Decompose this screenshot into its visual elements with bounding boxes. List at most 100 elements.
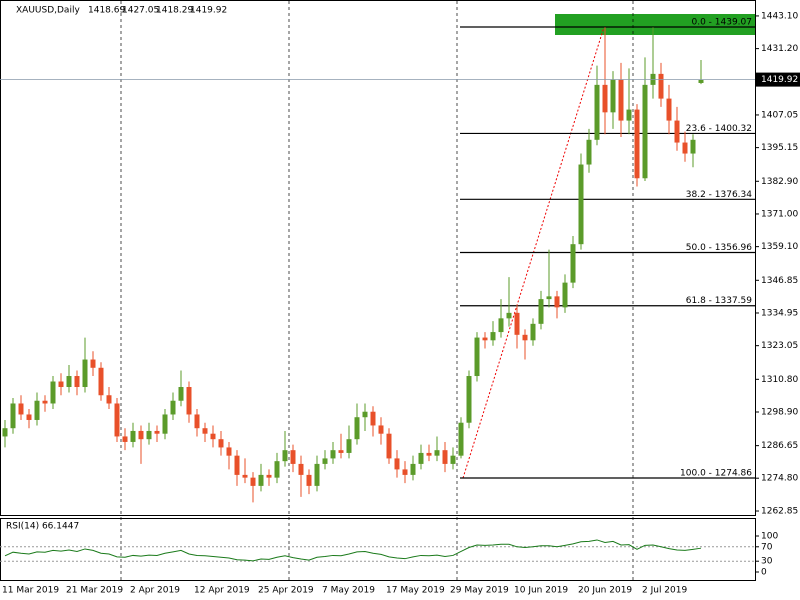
- candle-body: [618, 79, 624, 121]
- candle-body: [274, 461, 280, 478]
- last-low: 1418.29: [156, 6, 193, 16]
- candle-body: [58, 381, 64, 388]
- candle-body: [594, 84, 600, 140]
- candle-body: [138, 430, 144, 440]
- candle-body: [682, 142, 688, 154]
- candle-body: [234, 455, 240, 475]
- candle-body: [514, 312, 520, 335]
- candle-body: [634, 109, 640, 179]
- x-tick-label: 2 Jul 2019: [642, 586, 687, 596]
- rsi-panel: [0, 518, 756, 581]
- x-tick-label: 17 May 2019: [386, 586, 445, 596]
- y-tick-label: 1310.80: [761, 375, 798, 385]
- candle-body: [90, 359, 96, 368]
- candle-body: [26, 414, 32, 420]
- symbol-title: XAUUSD,Daily: [16, 6, 80, 16]
- candle-body: [642, 84, 648, 179]
- fib-label: 0.0 - 1439.07: [692, 17, 753, 27]
- candle-body: [306, 474, 312, 486]
- candle-body: [82, 359, 88, 388]
- candle-body: [98, 367, 104, 396]
- candle-body: [610, 79, 616, 113]
- y-tick-label: 1431.20: [761, 44, 798, 54]
- candle-body: [290, 450, 296, 464]
- candle-body: [522, 334, 528, 341]
- candle-body: [218, 439, 224, 448]
- candle-body: [658, 73, 664, 99]
- candle-body: [418, 452, 424, 464]
- fib-label: 38.2 - 1376.34: [686, 190, 752, 200]
- candle-body: [690, 139, 696, 154]
- candle-body: [314, 463, 320, 486]
- y-tick-label: 1382.90: [761, 177, 798, 187]
- rsi-line: [4, 539, 702, 562]
- rsi-title: RSI(14) 66.1447: [6, 522, 79, 532]
- candle-body: [250, 477, 256, 486]
- candle-body: [474, 337, 480, 377]
- price-tag-label: 1419.92: [761, 75, 798, 85]
- candle-body: [378, 425, 384, 434]
- candle-body: [106, 395, 112, 404]
- candle-body: [362, 411, 368, 418]
- candle-body: [170, 400, 176, 415]
- y-tick-label: 1298.90: [761, 408, 798, 418]
- y-tick-label: 1346.85: [761, 276, 798, 286]
- candle-body: [434, 450, 440, 456]
- candle-body: [490, 332, 496, 341]
- y-tick-label: 1286.65: [761, 441, 798, 451]
- candle-body: [338, 450, 344, 453]
- candle-body: [74, 376, 80, 388]
- candle-body: [394, 458, 400, 470]
- x-tick-label: 7 May 2019: [322, 586, 375, 596]
- candle-body: [298, 463, 304, 475]
- candle-body: [698, 79, 704, 83]
- candle-body: [530, 323, 536, 341]
- candle-body: [210, 433, 216, 440]
- x-tick-label: 12 Apr 2019: [194, 586, 250, 596]
- y-tick-label: 1359.10: [761, 242, 798, 252]
- candle-body: [354, 417, 360, 440]
- candle-body: [162, 414, 168, 434]
- candle-body: [322, 458, 328, 464]
- candle-body: [346, 439, 352, 453]
- candle-body: [122, 436, 128, 442]
- candle-body: [66, 376, 72, 388]
- candle-body: [386, 433, 392, 459]
- y-tick-label: 70: [761, 542, 773, 552]
- candle-body: [506, 312, 512, 319]
- candle-body: [554, 296, 560, 308]
- candle-body: [402, 469, 408, 475]
- y-tick-label: 1443.10: [761, 11, 798, 21]
- candle-body: [18, 403, 24, 415]
- candle-body: [498, 318, 504, 333]
- y-tick-label: 100: [761, 532, 778, 542]
- candle-body: [538, 299, 544, 324]
- y-tick-label: 1274.80: [761, 474, 798, 484]
- price-tag: [756, 72, 800, 87]
- y-tick-label: 1395.15: [761, 143, 798, 153]
- candle-body: [442, 450, 448, 464]
- candle-body: [626, 109, 632, 121]
- candle-body: [226, 447, 232, 456]
- candle-body: [2, 428, 8, 437]
- candle-body: [602, 84, 608, 113]
- last-high: 1427.05: [122, 6, 159, 16]
- candle-body: [130, 430, 136, 442]
- candle-body: [258, 474, 264, 486]
- y-tick-label: 1407.05: [761, 110, 798, 120]
- x-tick-label: 11 Mar 2019: [2, 586, 59, 596]
- candle-body: [410, 463, 416, 475]
- candle-body: [154, 430, 160, 434]
- candle-body: [482, 337, 488, 341]
- last-open: 1418.69: [88, 6, 125, 16]
- x-tick-label: 2 Apr 2019: [130, 586, 180, 596]
- header: XAUUSD,Daily 1418.69 1427.05 1418.29 141…: [16, 6, 227, 16]
- last-close: 1419.92: [190, 6, 227, 16]
- candle-body: [570, 244, 576, 283]
- candle-body: [666, 98, 672, 121]
- candle-body: [10, 403, 16, 429]
- candle-body: [586, 139, 592, 165]
- candle-body: [282, 450, 288, 462]
- candle-body: [34, 400, 40, 420]
